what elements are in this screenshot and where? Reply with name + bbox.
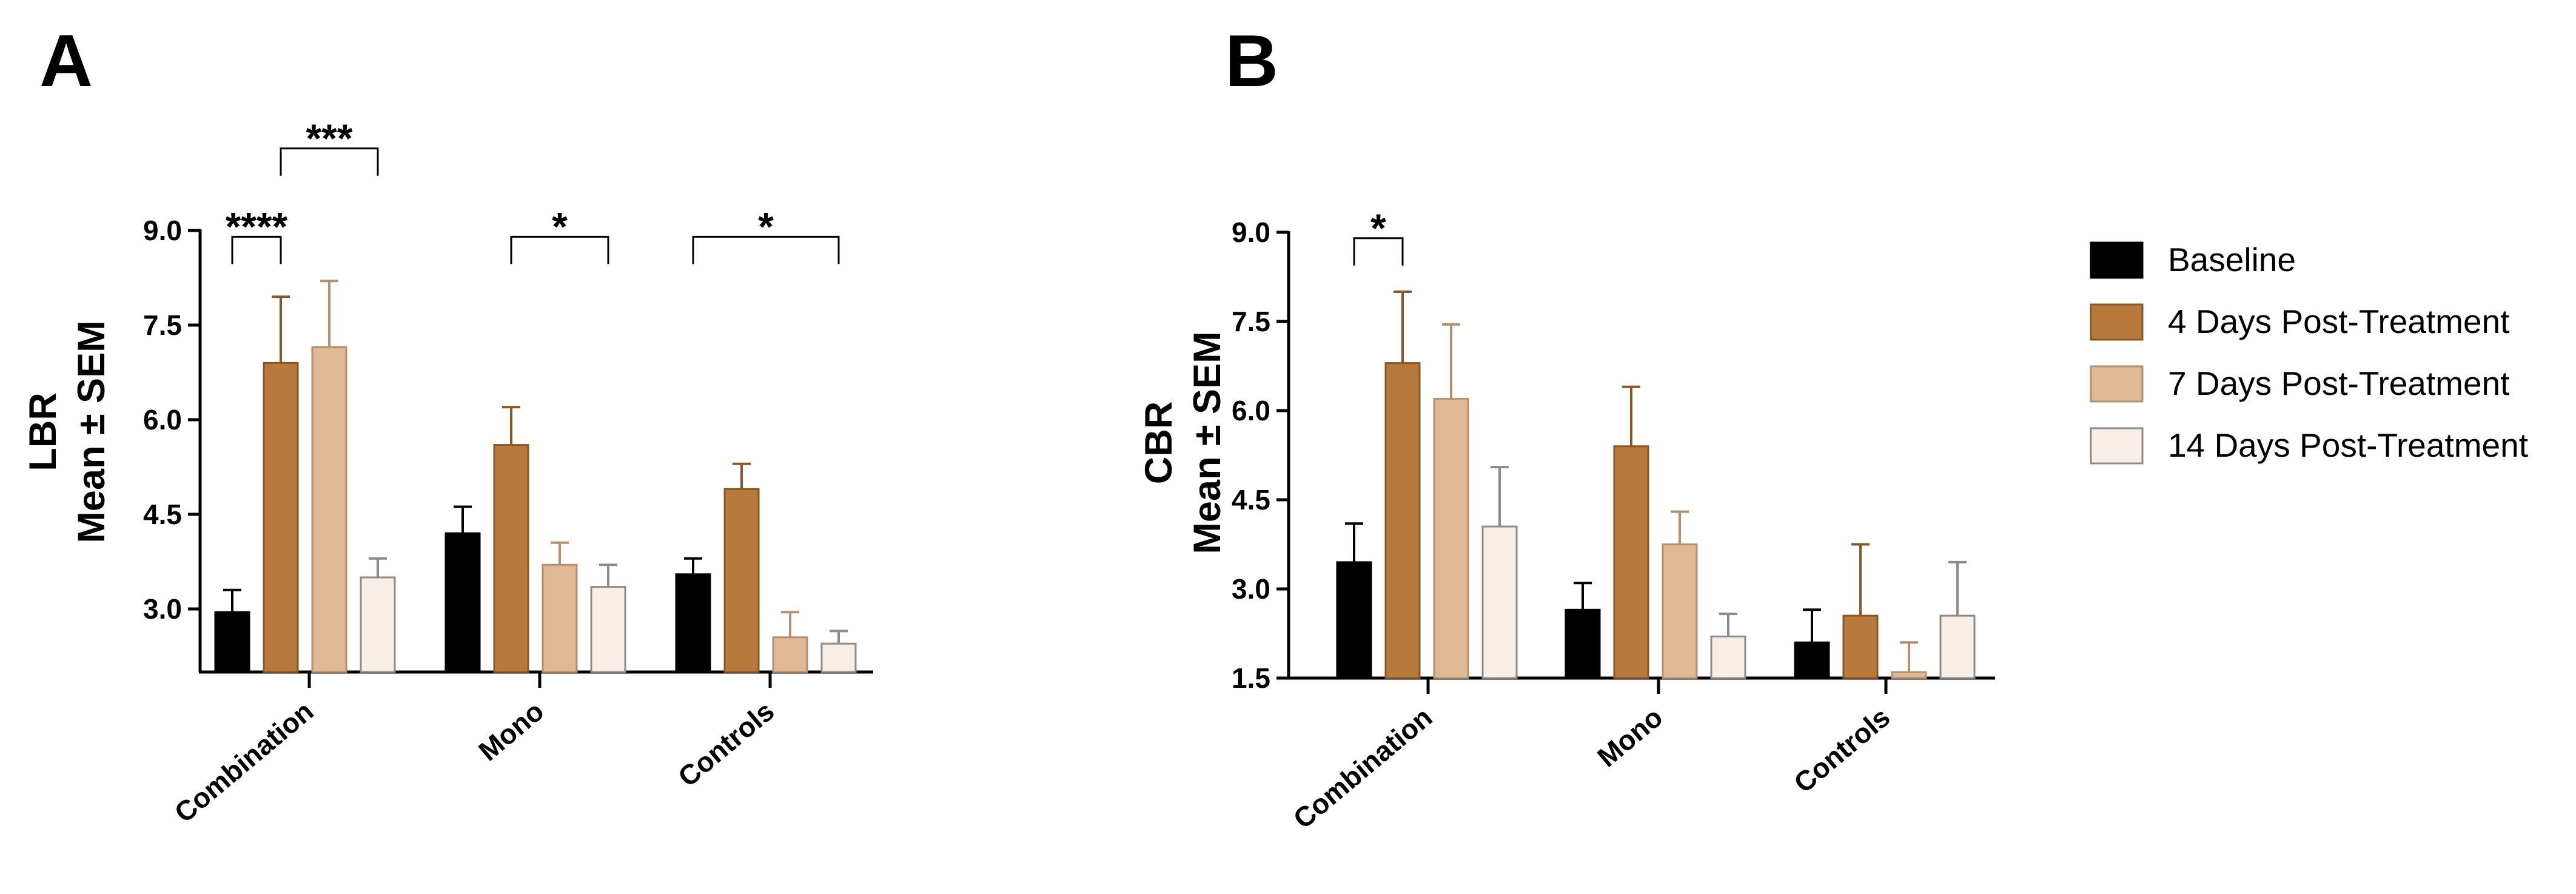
panel-a-error-bar: [272, 295, 290, 363]
panel-b-error-bar: [1442, 323, 1460, 399]
panel-b-error-bar: [1900, 641, 1918, 673]
panel-a-bar: [444, 532, 481, 673]
panel-a-error-bar: [369, 557, 387, 577]
panel-b-error-bar: [1671, 510, 1689, 545]
panel-a-error-bar: [684, 557, 702, 574]
panel-a-category-label: Controls: [672, 695, 780, 793]
panel-b-bar: [1891, 671, 1927, 679]
panel-a-error-bar: [599, 563, 617, 587]
panel-a-bar: [772, 636, 808, 673]
panel-b-letter: B: [1225, 19, 1278, 102]
panel-b-bar: [1613, 445, 1649, 679]
panel-a-bar: [360, 576, 396, 673]
panel-b-error-bar: [1574, 582, 1592, 610]
panel-b-y-tick-label: 3.0: [1232, 573, 1270, 605]
panel-b-error-bar: [1851, 543, 1870, 616]
legend-swatch: [2090, 427, 2144, 465]
panel-a-ylabel-secondary: Mean ± SEM: [70, 320, 113, 543]
panel-b-bar: [1565, 608, 1601, 679]
panel-b-bar: [1433, 397, 1469, 679]
panel-a-significance-bracket: [510, 235, 609, 264]
panel-a-error-bar: [320, 280, 338, 348]
panel-a-bar: [214, 611, 250, 673]
panel-a-y-tick-label: 7.5: [143, 309, 182, 341]
panel-a-bar: [590, 586, 626, 673]
panel-a-error-bar: [781, 611, 799, 637]
panel-b: B CBR Mean ± SEM 1.5 3.0 4.5 6.0 7.5 9.0 Combi…: [1138, 19, 1995, 835]
panel-a-error-bar: [733, 462, 751, 489]
panel-b-significance-label: *: [1370, 206, 1386, 250]
panel-b-bar: [1842, 614, 1879, 679]
panel-b-category-label: Mono: [1591, 701, 1668, 773]
panel-b-y-tick-label: 9.0: [1232, 217, 1270, 248]
panel-a: A LBR Mean ± SEM 3.0 4.5 6.0 7.5 9.0 Combinat…: [22, 19, 873, 828]
legend-swatch: [2090, 241, 2144, 279]
panel-a-significance-label: *: [552, 204, 568, 249]
panel-a-significance-label: ***: [306, 116, 352, 161]
legend-label: 14 Days Post-Treatment: [2168, 426, 2528, 464]
panel-a-significance-bracket: [280, 147, 379, 176]
panel-b-error-bar: [1622, 385, 1640, 446]
panel-a-y-tick-label: 3.0: [143, 593, 182, 625]
panel-b-error-bar: [1394, 291, 1412, 363]
panel-a-bar: [723, 488, 760, 673]
panel-b-ylabel-secondary: Mean ± SEM: [1186, 331, 1229, 554]
panel-a-ylabel: LBR: [22, 392, 64, 471]
panel-a-y-tick-label: 9.0: [143, 215, 182, 246]
legend-label: 7 Days Post-Treatment: [2168, 365, 2509, 402]
panel-a-error-bar: [830, 630, 848, 644]
legend-label: Baseline: [2168, 241, 2296, 278]
panel-b-error-bar: [1803, 608, 1821, 643]
panel-b-bar: [1481, 525, 1518, 679]
panel-b-error-bar: [1491, 466, 1509, 527]
panel-b-category-label: Combination: [1287, 701, 1438, 835]
legend-swatch: [2090, 303, 2144, 341]
panel-b-error-bar: [1948, 560, 1967, 616]
panel-b-error-bar: [1345, 522, 1363, 562]
panel-b-ylabel: CBR: [1138, 402, 1180, 485]
legend-swatch: [2090, 365, 2144, 403]
panel-a-bar: [820, 642, 857, 673]
panel-b-y-tick-label: 1.5: [1232, 662, 1270, 694]
panel-a-y-tick-label: 4.5: [143, 499, 182, 530]
panel-b-y-tick-label: 6.0: [1232, 395, 1270, 426]
panel-a-significance-label: *: [758, 204, 774, 249]
panel-b-bar: [1384, 362, 1421, 679]
panel-b-error-bar: [1719, 613, 1737, 637]
panel-a-bar: [493, 444, 529, 673]
panel-b-significance-bracket: [1353, 237, 1404, 266]
panel-a-error-bar: [454, 505, 472, 534]
panel-b-category-label: Controls: [1788, 701, 1896, 799]
legend-label: 4 Days Post-Treatment: [2168, 303, 2509, 340]
panel-b-plot: 1.5 3.0 4.5 6.0 7.5 9.0 Combination Mono Control…: [1232, 206, 1995, 835]
panel-b-bar: [1939, 614, 1976, 679]
panel-a-bar: [542, 563, 578, 673]
panel-b-bar: [1662, 543, 1698, 679]
panel-a-error-bar: [223, 588, 241, 613]
panel-b-bar: [1336, 561, 1372, 679]
panel-a-category-label: Mono: [472, 695, 549, 767]
panel-b-bar: [1794, 641, 1830, 679]
panel-a-significance-bracket: [231, 235, 282, 264]
panel-a-bar: [263, 361, 299, 673]
panel-a-significance-bracket: [692, 235, 840, 264]
panel-a-bar: [311, 346, 347, 673]
panel-a-category-label: Combination: [169, 695, 320, 829]
panel-a-error-bar: [551, 541, 569, 565]
panel-a-error-bar: [502, 406, 520, 445]
panel-b-y-tick-label: 7.5: [1232, 306, 1270, 337]
panel-a-bar: [675, 573, 711, 673]
legend: Baseline 4 Days Post-Treatment 7 Days Post…: [2090, 241, 2528, 465]
panel-a-significance-label: ****: [226, 204, 288, 249]
panel-b-bar: [1710, 635, 1746, 679]
panel-a-y-tick-label: 6.0: [143, 404, 182, 435]
panel-b-y-tick-label: 4.5: [1232, 484, 1270, 516]
panel-a-letter: A: [39, 19, 93, 102]
